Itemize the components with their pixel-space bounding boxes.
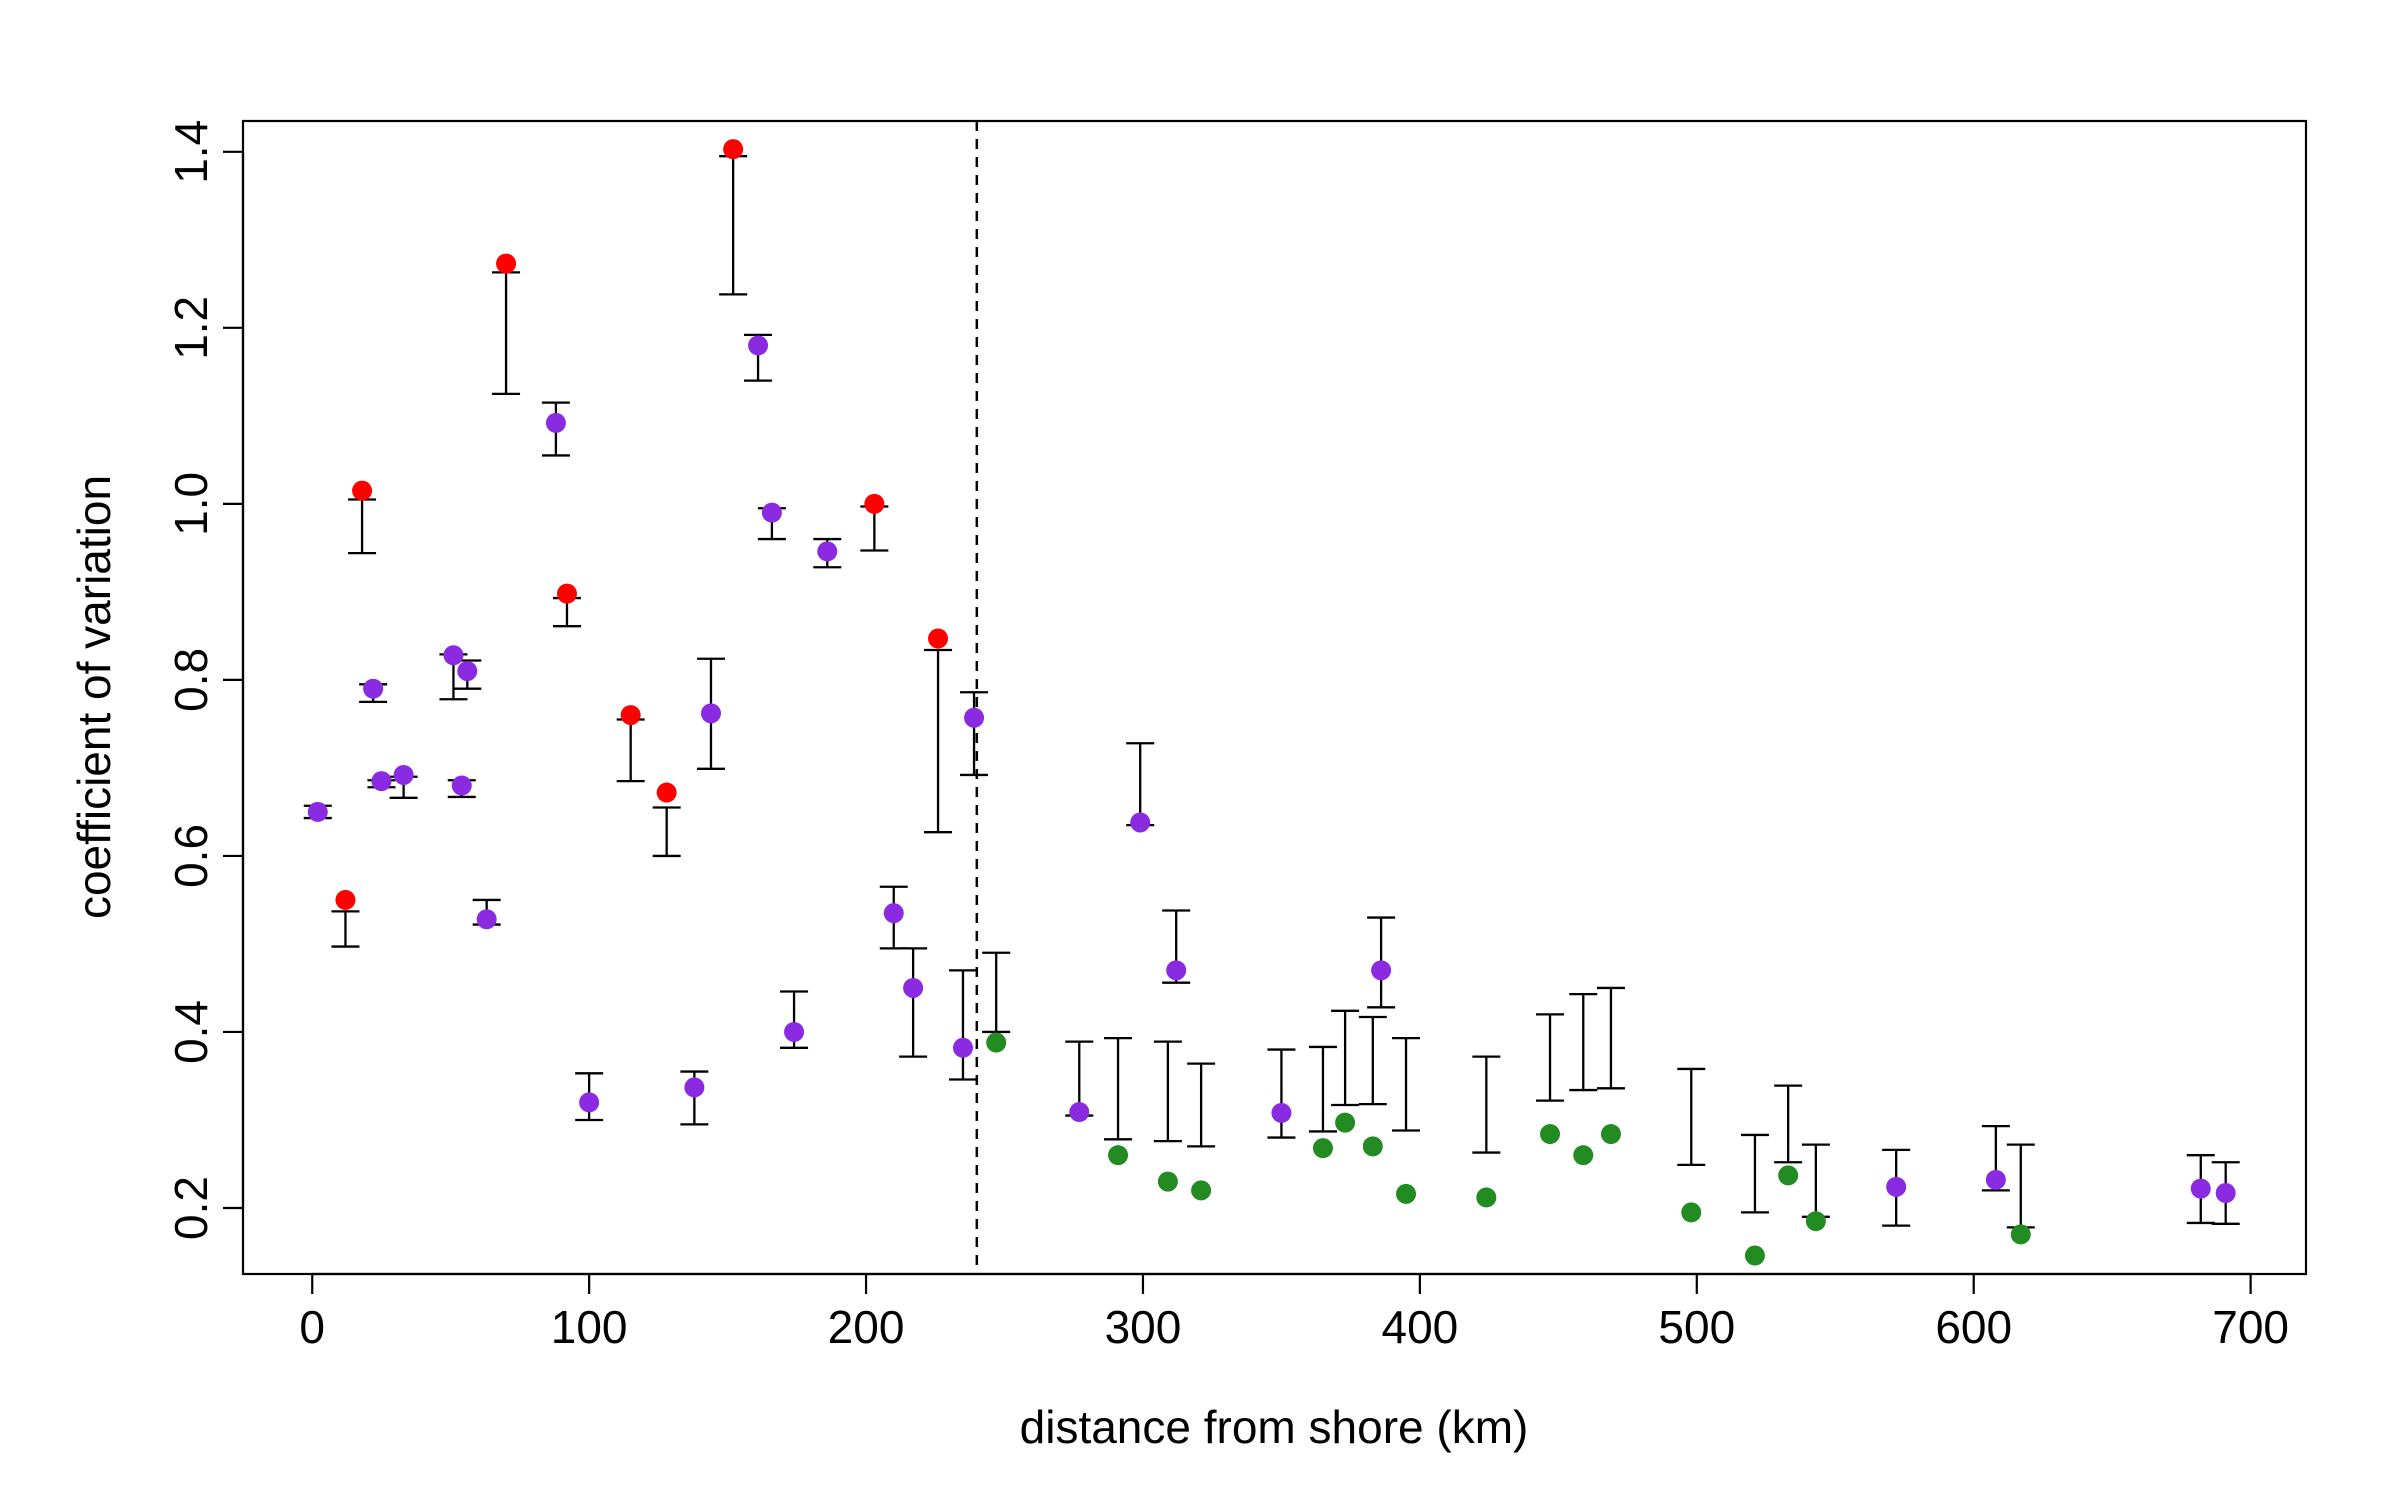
data-point-red	[723, 139, 744, 160]
data-point-red	[620, 705, 641, 726]
data-point-green	[1778, 1165, 1799, 1186]
data-point-green	[1476, 1187, 1497, 1208]
data-point-green	[1805, 1211, 1826, 1232]
data-point-green	[2010, 1224, 2031, 1245]
data-point-green	[1744, 1245, 1765, 1266]
data-point-red	[928, 628, 949, 649]
data-point-purple	[1130, 812, 1151, 833]
data-point-green	[1362, 1136, 1383, 1157]
x-tick-label: 300	[1105, 1301, 1182, 1353]
x-tick-label: 600	[1935, 1301, 2012, 1353]
y-tick-label: 0.6	[165, 824, 217, 888]
data-point-green	[1600, 1124, 1621, 1145]
x-axis: 0 100 200 300 400 500 600 700	[299, 1272, 2289, 1353]
data-points-group	[307, 139, 2236, 1266]
data-point-purple	[443, 645, 464, 666]
data-point-purple	[451, 775, 472, 796]
x-tick-label: 400	[1382, 1301, 1459, 1353]
data-point-purple	[1166, 960, 1187, 981]
y-tick-label: 0.4	[165, 1000, 217, 1064]
x-tick-label: 700	[2212, 1301, 2289, 1353]
data-point-purple	[1985, 1169, 2006, 1190]
data-point-purple	[684, 1077, 705, 1098]
data-point-red	[864, 493, 885, 514]
data-point-purple	[903, 977, 924, 998]
x-tick-label: 200	[828, 1301, 905, 1353]
y-tick-label: 1.0	[165, 472, 217, 536]
data-point-purple	[371, 771, 392, 792]
data-point-purple	[700, 703, 721, 724]
data-point-purple	[883, 903, 904, 924]
data-point-purple	[1886, 1176, 1907, 1197]
data-point-green	[1157, 1171, 1178, 1192]
data-point-purple	[761, 502, 782, 523]
data-point-purple	[545, 412, 566, 433]
data-point-purple	[1271, 1102, 1292, 1123]
data-point-purple	[476, 909, 497, 930]
x-axis-label: distance from shore (km)	[1020, 1401, 1529, 1453]
x-tick-label: 100	[551, 1301, 628, 1353]
y-tick-label: 0.8	[165, 648, 217, 712]
data-point-purple	[748, 335, 769, 356]
data-point-purple	[1069, 1102, 1090, 1123]
data-point-green	[986, 1032, 1007, 1053]
data-point-purple	[2215, 1183, 2236, 1204]
data-point-purple	[1371, 960, 1392, 981]
y-tick-label: 1.2	[165, 296, 217, 360]
error-bars-group	[303, 155, 2240, 1229]
data-point-purple	[393, 764, 414, 785]
data-point-purple	[817, 541, 838, 562]
data-point-green	[1573, 1145, 1594, 1166]
y-axis: 0.2 0.4 0.6 0.8 1.0 1.2 1.4	[165, 120, 245, 1240]
data-point-purple	[952, 1037, 973, 1058]
data-point-purple	[363, 678, 384, 699]
x-tick-label: 500	[1658, 1301, 1735, 1353]
data-point-red	[656, 782, 677, 803]
data-point-green	[1540, 1124, 1561, 1145]
y-tick-label: 1.4	[165, 120, 217, 184]
data-point-green	[1191, 1180, 1212, 1201]
data-point-red	[496, 253, 517, 274]
data-point-green	[1335, 1112, 1356, 1133]
data-point-purple	[579, 1092, 600, 1113]
data-point-green	[1312, 1138, 1333, 1159]
y-tick-label: 0.2	[165, 1176, 217, 1240]
data-point-green	[1681, 1202, 1702, 1223]
data-point-red	[335, 889, 356, 910]
data-point-purple	[964, 707, 985, 728]
data-point-green	[1108, 1145, 1129, 1166]
x-tick-label: 0	[299, 1301, 325, 1353]
data-point-purple	[784, 1021, 805, 1042]
data-point-red	[352, 480, 373, 501]
data-point-purple	[307, 801, 328, 822]
data-point-green	[1396, 1183, 1417, 1204]
data-point-purple	[457, 661, 478, 682]
data-point-purple	[2190, 1178, 2211, 1199]
y-axis-label: coefficient of variation	[68, 475, 120, 919]
data-point-red	[556, 583, 577, 604]
